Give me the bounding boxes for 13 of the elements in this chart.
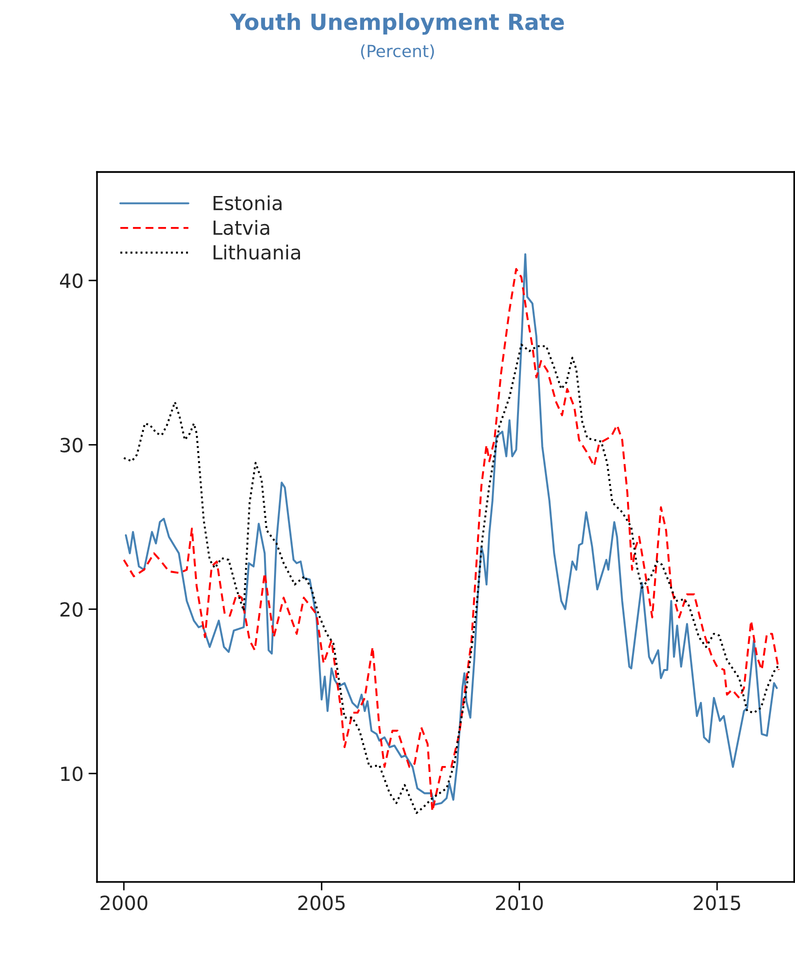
x-tick-label: 2010 xyxy=(496,896,543,910)
x-tick-label: 2000 xyxy=(100,896,148,910)
y-tick-label: 10 xyxy=(61,766,83,782)
y-tick-label: 30 xyxy=(60,438,83,452)
y-tick-label: 20 xyxy=(60,602,83,617)
legend-label: Lithuania xyxy=(214,244,300,260)
x-tick-label: 2015 xyxy=(694,896,740,910)
legend-label: Latvia xyxy=(214,220,270,236)
chart-title: Youth Unemployment Rate xyxy=(230,13,564,35)
legend-label: Estonia xyxy=(214,195,282,210)
chart-subtitle: (Percent) xyxy=(361,44,434,60)
y-tick-label: 40 xyxy=(60,273,83,288)
x-tick-label: 2005 xyxy=(298,896,345,910)
